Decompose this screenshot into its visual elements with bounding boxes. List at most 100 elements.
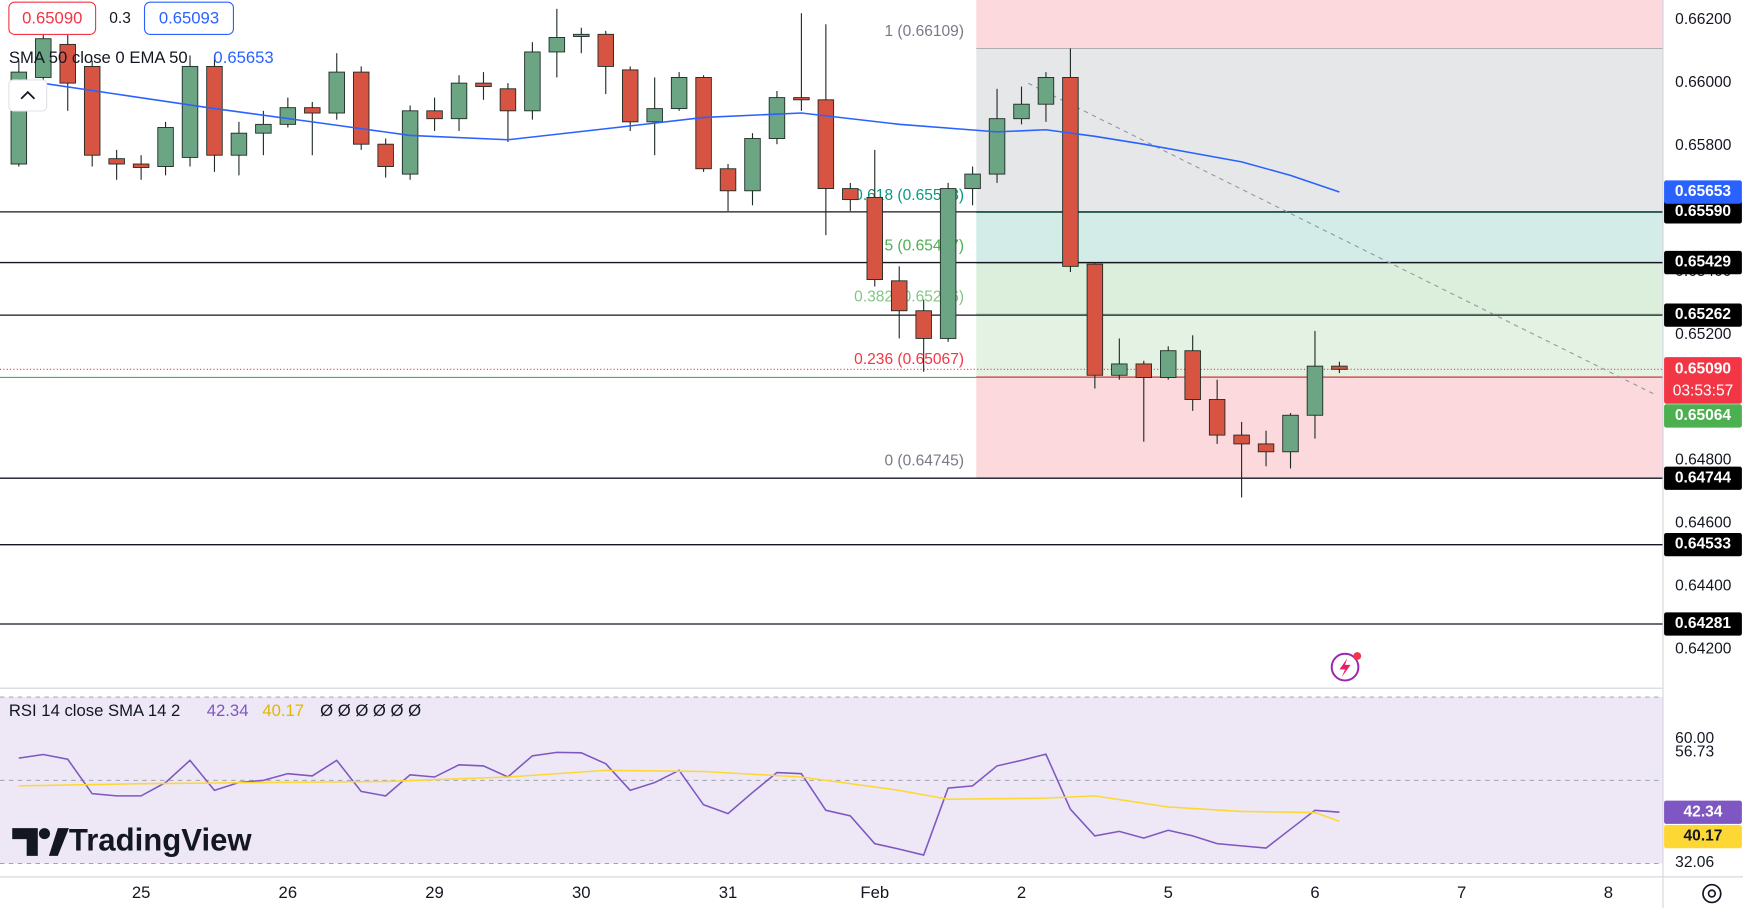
ask: 0.65093 <box>159 8 219 27</box>
indicator-value: 0.65653 <box>213 48 273 67</box>
x-tick-label: 25 <box>132 883 151 902</box>
candle-body <box>1135 363 1153 378</box>
candle-body <box>255 123 272 134</box>
settings-icon[interactable] <box>1702 883 1722 904</box>
candle-body <box>866 196 883 281</box>
price-axis-bg <box>1662 0 1743 908</box>
level-badge-label: 0.64533 <box>1675 536 1732 553</box>
candle-body <box>695 77 712 170</box>
brand-logo <box>12 828 69 856</box>
bid: 0.65090 <box>22 8 82 27</box>
ask-box[interactable] <box>143 1 234 35</box>
fib-zone <box>976 212 1663 264</box>
candle-body <box>206 65 223 156</box>
fib-zone <box>976 48 1663 213</box>
candle-body <box>1037 77 1055 105</box>
rsi-placeholders: Ø Ø Ø Ø Ø Ø <box>320 701 421 720</box>
rsi-sma-value: 40.17 <box>262 701 304 720</box>
candle-body <box>988 118 1006 175</box>
fib-zone <box>976 263 1663 314</box>
candle-body <box>352 71 370 145</box>
fib-label: 1 (0.66109) <box>884 23 964 40</box>
candle-body <box>1062 77 1079 267</box>
candle-body <box>842 188 859 201</box>
candle-body <box>573 33 590 37</box>
x-tick-label: 26 <box>279 883 298 902</box>
sma-line <box>18 78 1340 193</box>
green-line-badge-label: 0.65064 <box>1675 407 1732 424</box>
candle-body <box>793 97 810 101</box>
sma-badge-label: 0.65653 <box>1675 183 1732 200</box>
rsi-tick-label: 60.00 <box>1675 730 1714 747</box>
candle-body <box>890 280 908 312</box>
level-badge-label: 0.65590 <box>1675 203 1732 220</box>
x-tick-label: 31 <box>719 883 738 902</box>
x-tick-label: 30 <box>572 883 591 902</box>
candle-body <box>450 82 468 120</box>
time-axis-bg <box>0 876 1743 908</box>
x-tick-label: 2 <box>1017 883 1026 902</box>
rsi-range-label: 56.73 <box>1675 743 1714 760</box>
y-tick-label: 0.64400 <box>1675 578 1732 595</box>
candle-body <box>1184 350 1201 400</box>
candle-body <box>377 143 394 167</box>
level-badge-label: 0.65429 <box>1675 254 1732 271</box>
candle-body <box>939 188 957 339</box>
y-tick-label: 0.66200 <box>1675 11 1732 28</box>
candle-body <box>646 108 663 123</box>
rsi-line <box>18 769 1340 823</box>
x-tick-label: 29 <box>425 883 444 902</box>
bid-box[interactable] <box>8 1 97 35</box>
candle-body <box>35 38 52 78</box>
y-tick-label: 0.66000 <box>1675 74 1732 91</box>
level-badge <box>1664 466 1742 490</box>
rsi-sma-badge <box>1664 824 1742 849</box>
last-price-badge <box>1664 357 1742 404</box>
brand: TradingView <box>69 823 253 858</box>
alert-icon[interactable] <box>1330 652 1362 682</box>
candle-body <box>157 127 174 167</box>
candle-body <box>230 132 248 156</box>
candle-body <box>719 168 737 192</box>
candle-body <box>1208 399 1226 436</box>
x-tick-label: 5 <box>1164 883 1173 902</box>
rsi-sma-badge-label: 40.17 <box>1684 828 1723 845</box>
x-tick-label: 8 <box>1604 883 1613 902</box>
candle-body <box>915 310 932 339</box>
candle-body <box>1257 443 1275 453</box>
candle-body <box>1282 414 1299 453</box>
candle-body <box>1160 350 1177 378</box>
level-badge <box>1664 250 1742 275</box>
collapse-button[interactable] <box>8 79 48 112</box>
level-badge <box>1664 612 1742 636</box>
candle-body <box>328 71 345 114</box>
green-line-badge <box>1664 404 1742 428</box>
candle-body <box>744 138 761 192</box>
y-tick-label: 0.65800 <box>1675 137 1732 154</box>
candle-body <box>1086 263 1104 376</box>
candle-body <box>670 77 688 110</box>
y-tick-label: 0.65200 <box>1675 326 1732 343</box>
candle-body <box>401 110 419 175</box>
y-tick-label: 0.64800 <box>1675 452 1732 469</box>
level-badge <box>1664 303 1742 327</box>
y-tick-label: 0.64600 <box>1675 515 1732 532</box>
x-tick-label: Feb <box>860 883 889 902</box>
rsi-legend: RSI 14 close SMA 14 2 <box>9 701 180 720</box>
fib-label: 0.382 (0.65266) <box>854 288 964 305</box>
candle-body <box>83 65 101 156</box>
candle-body <box>597 33 614 67</box>
candle-body <box>132 163 150 168</box>
level-badge-label: 0.65262 <box>1675 306 1732 323</box>
candle-body <box>181 65 199 158</box>
plot-front <box>10 8 1348 856</box>
overlay: 0.65090 0.3 0.65093 SMA 50 close 0 EMA 5… <box>8 1 1722 904</box>
candle-body <box>1331 365 1348 370</box>
level-badge-label: 0.64744 <box>1675 469 1732 486</box>
rsi-badge <box>1664 800 1742 824</box>
fib-label: 0.236 (0.65067) <box>854 351 964 368</box>
chevron-icon <box>20 90 36 100</box>
